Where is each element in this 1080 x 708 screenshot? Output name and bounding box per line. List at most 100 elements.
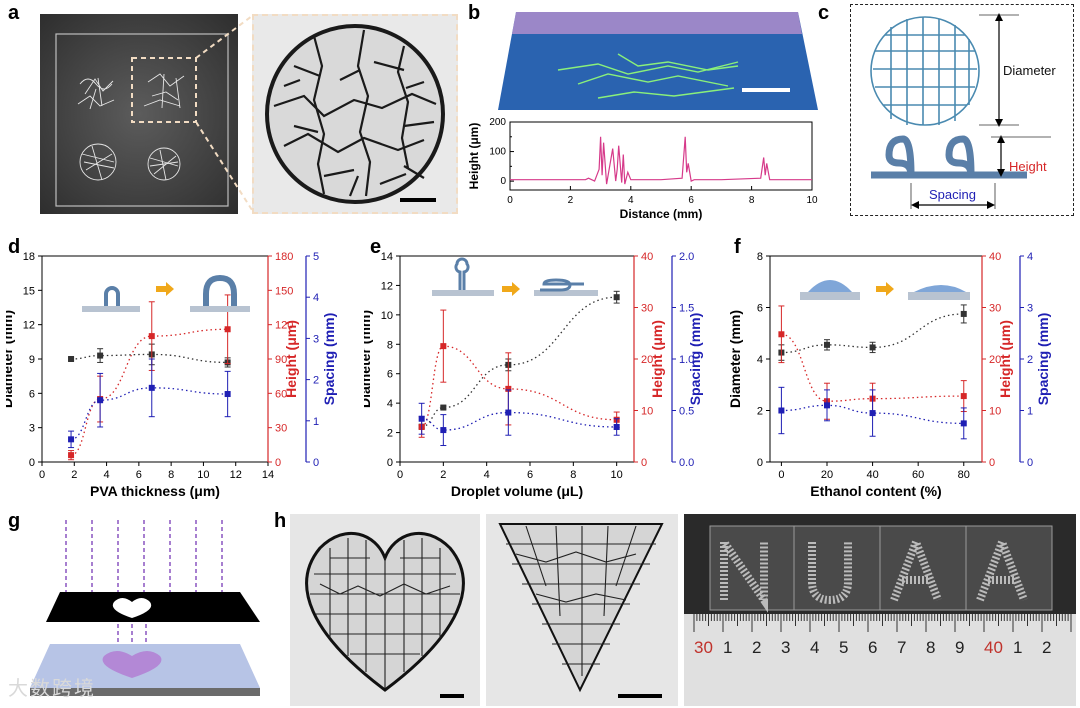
ruler-label: 3: [781, 638, 791, 657]
panel-label-h: h: [274, 510, 287, 532]
panel-g-mask-schematic: [30, 520, 260, 696]
height-label: Height: [1009, 159, 1047, 174]
x-tick-label: 0: [507, 195, 513, 206]
data-point: [505, 409, 512, 416]
y-tick-label: 0: [313, 457, 319, 469]
y-tick-label: 0.5: [679, 406, 694, 418]
y-tick-label: 0: [1027, 457, 1033, 469]
y-tick-label: 14: [381, 251, 393, 263]
data-point: [97, 397, 104, 404]
y-tick-label: 150: [275, 285, 293, 297]
mini-crack-pattern-2: [143, 73, 185, 109]
y-axis-label: Spacing (mm): [1035, 313, 1051, 406]
x-tick-label: 2: [568, 195, 574, 206]
triangle-crack-svg: [498, 523, 664, 698]
data-point: [440, 343, 447, 350]
heart-cutout-icon: [112, 598, 152, 618]
photomask: [46, 592, 260, 622]
data-point: [778, 331, 785, 338]
panel-label-a: a: [8, 2, 20, 24]
crack-network: [273, 29, 437, 197]
y-tick-label: 200: [489, 117, 506, 128]
x-axis-label: PVA thickness (μm): [90, 483, 220, 499]
data-point: [440, 427, 447, 434]
surface-svg: [498, 12, 818, 110]
watermark: 大数跨境: [8, 676, 96, 700]
panel-a-zoom-photo: [252, 14, 458, 214]
plot-frame: [509, 121, 813, 191]
y-tick-label: 1.0: [679, 354, 694, 366]
zoom-crack-svg: [265, 24, 445, 204]
data-point: [823, 341, 830, 348]
y-tick-label: 9: [29, 354, 35, 366]
y-tick-label: 3: [1027, 303, 1033, 315]
chart-d-inset-icons: [82, 274, 250, 312]
data-point: [778, 407, 785, 414]
x-tick-label: 4: [484, 469, 490, 481]
chart-e-inset-icons: [432, 257, 598, 296]
schematic-svg: [870, 13, 1051, 209]
y-tick-label: 6: [29, 388, 35, 400]
y-tick-label: 1: [1027, 406, 1033, 418]
mini-crack-pattern-4: [147, 147, 181, 181]
ruler-label: 2: [1042, 638, 1052, 657]
y-tick-label: 2: [387, 428, 393, 440]
ruler-label: 2: [752, 638, 762, 657]
trend-line: [421, 296, 617, 428]
y-tick-label: 2.0: [679, 251, 694, 263]
y-tick-label: 40: [989, 251, 1001, 263]
y-axis-label: Height (μm): [467, 123, 481, 190]
trend-line: [421, 345, 617, 428]
data-point: [97, 352, 104, 359]
y-tick-label: 0: [757, 457, 763, 469]
heart-pattern-photo: [290, 514, 480, 706]
data-point: [68, 436, 75, 443]
data-point: [224, 326, 231, 333]
y-tick-label: 6: [757, 303, 763, 315]
y-tick-label: 4: [313, 292, 319, 304]
data-point: [960, 393, 967, 400]
ruler-label: 1: [723, 638, 733, 657]
chart-f-inset-icons: [800, 280, 970, 300]
x-tick-label: 8: [168, 469, 174, 481]
nuaa-glass-svg: [684, 514, 1076, 706]
ruler-label: 5: [839, 638, 849, 657]
x-tick-label: 0: [39, 469, 45, 481]
substrate-photo-svg: [40, 14, 238, 214]
panel-label-g: g: [8, 510, 21, 532]
triangle-pattern-photo: [486, 514, 678, 706]
arrow-icon: [876, 282, 894, 296]
x-tick-label: 8: [749, 195, 755, 206]
trend-line: [781, 404, 964, 425]
y-tick-label: 100: [489, 147, 506, 158]
y-axis-label: Height (μm): [649, 320, 665, 398]
ruler-label: 40: [984, 638, 1003, 657]
heart-crack-network: [310, 538, 460, 688]
y-tick-label: 4: [1027, 251, 1033, 263]
y-tick-label: 0: [500, 176, 506, 187]
y-tick-label: 10: [641, 406, 653, 418]
x-tick-label: 4: [104, 469, 110, 481]
y-tick-label: 1.5: [679, 303, 694, 315]
x-tick-label: 0: [778, 469, 784, 481]
heart-crack-svg: [305, 531, 465, 698]
x-tick-label: 2: [440, 469, 446, 481]
y-tick-label: 2: [313, 375, 319, 387]
data-point: [960, 310, 967, 317]
arrow-icon: [502, 282, 520, 296]
y-tick-label: 10: [381, 310, 393, 322]
panel-b-3d-surface: [498, 12, 818, 112]
ruler-label: 4: [810, 638, 820, 657]
trend-line: [421, 411, 617, 431]
x-tick-label: 2: [71, 469, 77, 481]
x-tick-label: 6: [527, 469, 533, 481]
spacing-label: Spacing: [929, 187, 976, 202]
data-point: [960, 420, 967, 427]
y-tick-label: 30: [275, 423, 287, 435]
arrow-icon: [156, 282, 174, 296]
y-tick-label: 120: [275, 320, 293, 332]
mini-crack-pattern-3: [79, 143, 117, 181]
y-tick-label: 180: [275, 251, 293, 263]
x-tick-label: 6: [136, 469, 142, 481]
